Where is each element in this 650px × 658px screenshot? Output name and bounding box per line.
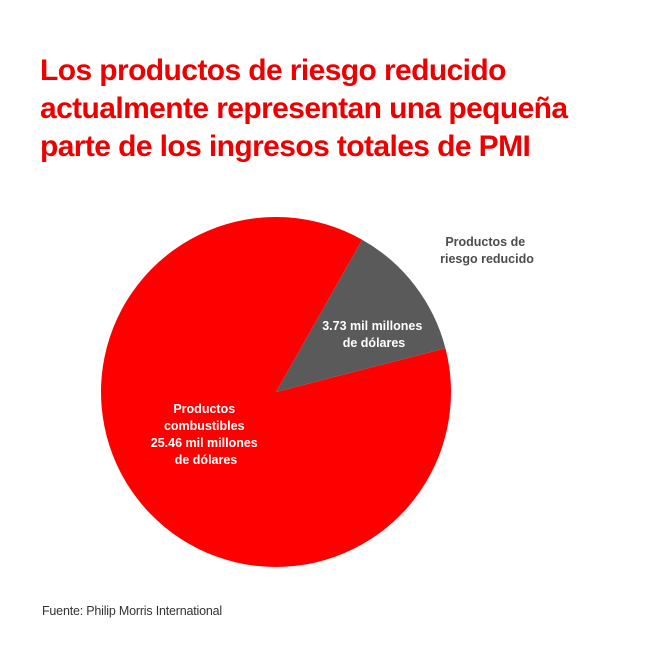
pie-slice-productos-combustibles	[101, 217, 452, 568]
chart-title: Los productos de riesgo reducido actualm…	[40, 54, 568, 163]
source-note: Fuente: Philip Morris International	[42, 604, 222, 618]
slice-label-productos-riesgo-reducido: 3.73 mil millones de dólares	[322, 319, 426, 350]
callout-label-productos-riesgo-reducido: Productos de riesgo reducido	[440, 235, 534, 266]
pie-slice-productos-riesgo-reducido	[276, 239, 446, 392]
slice-label-productos-combustibles: Productos combustibles 25.46 mil millone…	[151, 402, 261, 467]
